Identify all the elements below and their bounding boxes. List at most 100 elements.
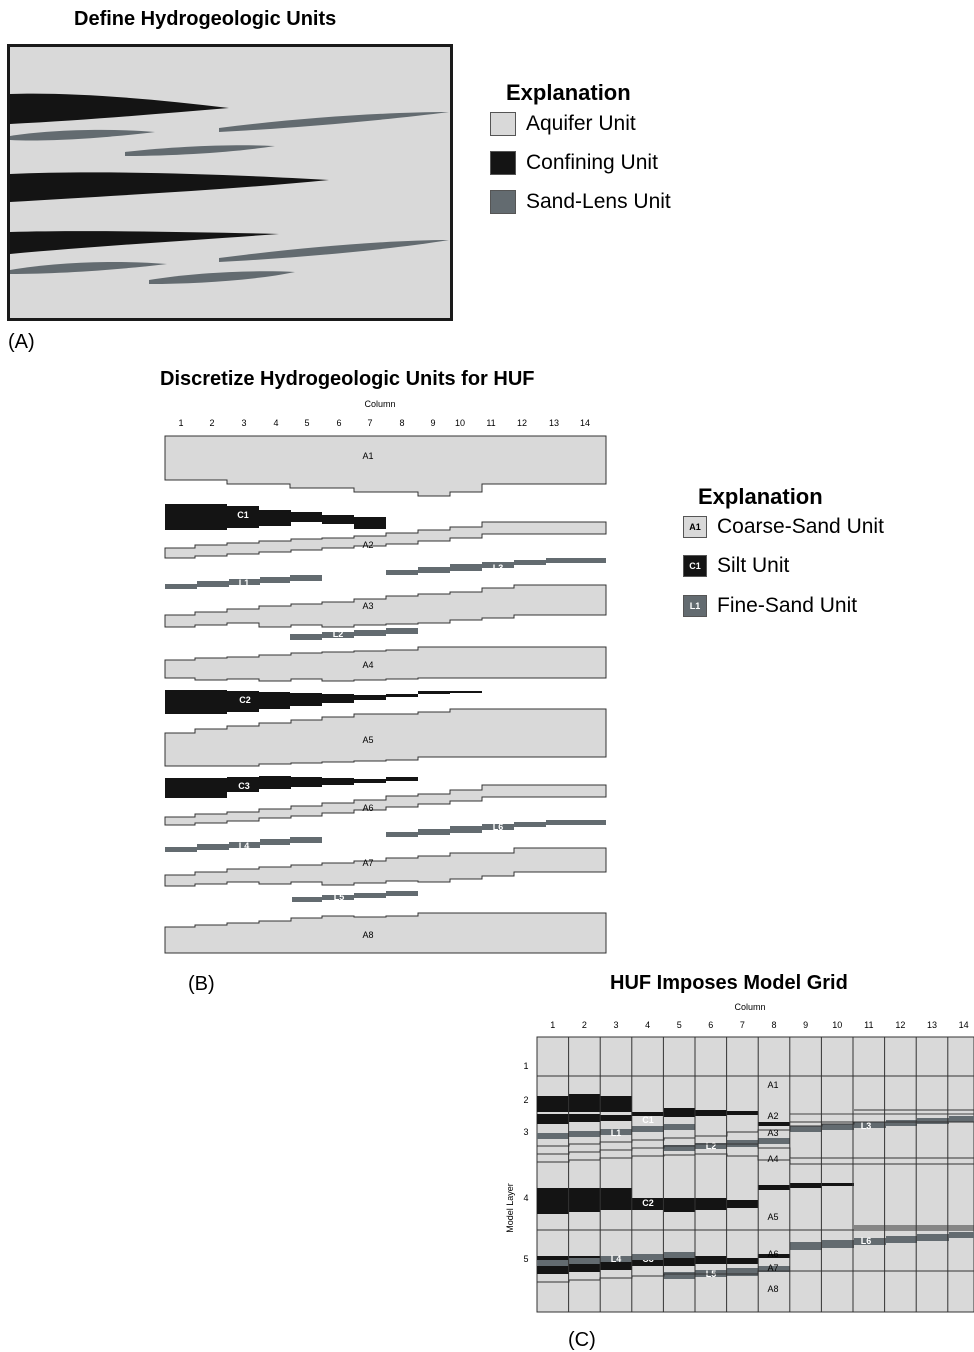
grid-label-a5: A5	[767, 1212, 778, 1222]
unit-c1	[165, 504, 386, 530]
column-tick-8: 8	[399, 418, 404, 428]
sand-lens-3	[125, 145, 275, 156]
legend-fine-sand-unit: L1 Fine-Sand Unit	[683, 594, 857, 618]
unit-l1	[165, 575, 322, 589]
layer-tick-1: 1	[523, 1061, 528, 1071]
unit-label-l5: L5	[334, 892, 345, 902]
grid-label-a1: A1	[767, 1080, 778, 1090]
confining-wedge-3	[10, 231, 279, 254]
unit-label-a8: A8	[362, 930, 373, 940]
aquifer-swatch	[490, 112, 516, 136]
column-tick-12: 12	[895, 1020, 905, 1030]
confining-swatch	[490, 151, 516, 175]
legend-silt-unit: C1 Silt Unit	[683, 554, 789, 578]
unit-label-l3: L3	[493, 563, 504, 573]
grid-label-a2: A2	[767, 1111, 778, 1121]
unit-label-a2: A2	[362, 540, 373, 550]
unit-label-l1: L1	[239, 578, 250, 588]
sand-lens-4	[219, 240, 449, 262]
unit-a7	[164, 847, 607, 887]
unit-c3	[165, 776, 418, 798]
legend-item-label: Fine-Sand Unit	[717, 594, 858, 617]
grid-label-a8: A8	[767, 1284, 778, 1294]
unit-l3	[386, 558, 606, 575]
unit-l2	[290, 626, 418, 640]
unit-label-a1: A1	[362, 451, 373, 461]
unit-label-a3: A3	[362, 601, 373, 611]
column-tick-14: 14	[580, 418, 590, 428]
unit-l6	[386, 820, 606, 837]
panel-a-label: (A)	[8, 331, 35, 353]
unit-a2	[164, 521, 607, 559]
grid-label-a4: A4	[767, 1154, 778, 1164]
column-tick-13: 13	[927, 1020, 937, 1030]
column-tick-3: 3	[241, 418, 246, 428]
layer-tick-5: 5	[523, 1254, 528, 1264]
silt-swatch: C1	[683, 555, 707, 577]
panel-b-legend-title: Explanation	[698, 484, 823, 509]
coarse-sand-swatch: A1	[683, 516, 707, 538]
panel-c-column-axis-label: Column	[734, 1002, 765, 1012]
panel-b-column-ticks: 1 2 3 4 5 6 7 8 9 10 11 12 13 14	[178, 418, 590, 428]
column-tick-6: 6	[336, 418, 341, 428]
unit-label-l4: L4	[239, 841, 250, 851]
sand-lens-6	[149, 271, 295, 284]
column-tick-7: 7	[740, 1020, 745, 1030]
grid-label-a6: A6	[767, 1249, 778, 1259]
sand-lens-1	[10, 129, 155, 141]
unit-label-a7: A7	[362, 858, 373, 868]
column-tick-12: 12	[517, 418, 527, 428]
unit-a3	[164, 584, 607, 628]
panel-c-model-grid: Column 1 2 3 4 5 6 7 8 9 10 11 12 13 14 Model Layer 1…	[505, 1002, 974, 1313]
column-tick-13: 13	[549, 418, 559, 428]
unit-c2	[165, 690, 482, 714]
column-tick-1: 1	[178, 418, 183, 428]
unit-label-c2: C2	[239, 695, 251, 705]
fine-sand-swatch: L1	[683, 595, 707, 617]
legend-item-label: Aquifer Unit	[526, 112, 636, 135]
legend-coarse-sand-unit: A1 Coarse-Sand Unit	[683, 515, 884, 539]
grid-label-l6: L6	[861, 1236, 872, 1246]
panel-c-layer-ticks: 1 2 3 4 5	[523, 1061, 528, 1264]
confining-wedge-1	[10, 93, 229, 124]
unit-label-a5: A5	[362, 735, 373, 745]
column-tick-5: 5	[304, 418, 309, 428]
grid-label-l4: L4	[611, 1254, 622, 1264]
unit-label-c3: C3	[238, 781, 250, 791]
unit-a8	[164, 912, 607, 954]
panel-b-column-axis-label: Column	[364, 399, 395, 409]
column-tick-4: 4	[273, 418, 278, 428]
panel-a-legend-title: Explanation	[506, 80, 631, 105]
legend-aquifer-unit: Aquifer Unit	[490, 112, 636, 136]
panel-c-column-ticks: 1 2 3 4 5 6 7 8 9 10 11 12 13 14	[550, 1020, 968, 1030]
layer-tick-4: 4	[523, 1193, 528, 1203]
column-tick-2: 2	[209, 418, 214, 428]
layer-tick-2: 2	[523, 1095, 528, 1105]
grid-label-c1: C1	[642, 1115, 654, 1125]
panel-b-discretized-units: Column 1 2 3 4 5 6 7 8 9 10 11 12 13 14 A1 C1 A2 L1 L…	[164, 399, 607, 954]
unit-a6	[164, 784, 607, 826]
panel-a-title: Define Hydrogeologic Units	[74, 8, 337, 30]
unit-label-l6: L6	[493, 822, 504, 832]
legend-item-label: Confining Unit	[526, 151, 658, 174]
column-tick-9: 9	[803, 1020, 808, 1030]
sand-lens-5	[10, 262, 167, 274]
grid-label-c2: C2	[642, 1198, 654, 1208]
grid-unit-boundaries	[537, 1075, 974, 1283]
unit-a4	[164, 646, 607, 682]
panel-c-title: HUF Imposes Model Grid	[610, 972, 848, 994]
sand-lens-2	[219, 112, 449, 132]
panel-c-label: (C)	[568, 1329, 596, 1351]
grid-label-l3: L3	[861, 1121, 872, 1131]
layer-tick-3: 3	[523, 1127, 528, 1137]
column-tick-6: 6	[708, 1020, 713, 1030]
panel-a-cross-section	[7, 44, 453, 321]
unit-label-c1: C1	[237, 510, 249, 520]
unit-label-l2: L2	[333, 629, 344, 639]
panel-c-row-axis-label: Model Layer	[505, 1183, 515, 1233]
column-tick-2: 2	[582, 1020, 587, 1030]
legend-confining-unit: Confining Unit	[490, 151, 658, 175]
legend-item-label: Coarse-Sand Unit	[717, 515, 884, 538]
column-tick-5: 5	[677, 1020, 682, 1030]
column-tick-10: 10	[455, 418, 465, 428]
